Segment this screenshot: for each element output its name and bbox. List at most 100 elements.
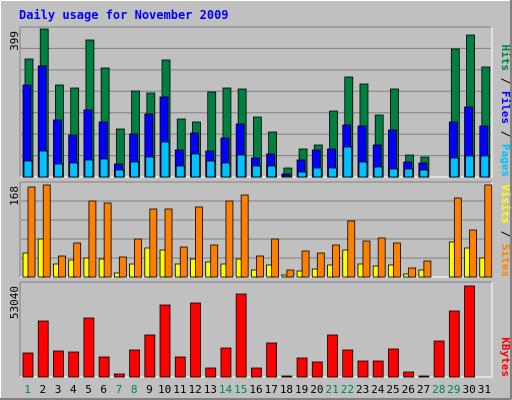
bar-pages <box>69 162 79 178</box>
legend-3: KBytes <box>499 337 512 377</box>
bar-pages <box>114 169 124 178</box>
bar-sites <box>301 250 310 278</box>
x-tick-label: 22 <box>341 383 354 396</box>
x-tick-label: 15 <box>234 383 247 396</box>
bar-sites <box>332 244 340 278</box>
bar-pages <box>38 150 48 178</box>
bar-pages <box>465 155 474 178</box>
x-tick-label: 30 <box>463 383 476 396</box>
bar-sites <box>423 260 432 278</box>
legend-sites: Sites <box>499 244 512 277</box>
legend-files: Files <box>499 91 512 124</box>
bar-sites <box>377 237 386 278</box>
bar-sites <box>195 206 203 278</box>
bar-sites <box>164 208 173 278</box>
x-tick-label: 19 <box>295 383 308 396</box>
bar-pages <box>419 169 429 178</box>
bar-pages <box>328 167 337 178</box>
bar-kbytes <box>250 367 262 378</box>
bar-kbytes <box>144 334 156 378</box>
x-tick-label: 25 <box>386 383 399 396</box>
bar-pages <box>130 161 139 178</box>
bar-sites <box>103 202 112 278</box>
bar-kbytes <box>22 352 34 378</box>
bar-pages <box>175 165 185 178</box>
bar-kbytes <box>311 361 323 378</box>
bar-pages <box>389 168 398 178</box>
bar-kbytes <box>53 350 64 378</box>
bar-sites <box>134 238 142 278</box>
bar-kbytes <box>448 310 460 378</box>
bar-pages <box>404 168 414 178</box>
bar-kbytes <box>372 360 384 378</box>
bar-sites <box>393 242 401 278</box>
x-tick-label: 14 <box>219 383 233 396</box>
bar-pages <box>54 163 63 178</box>
legend-visits: Visits <box>499 184 512 224</box>
bar-pages <box>282 175 292 178</box>
bar-sites <box>118 256 127 278</box>
legend-1: Hits / Files / Pages <box>499 45 512 178</box>
x-tick-label: 28 <box>432 383 445 396</box>
bar-sites <box>149 208 158 278</box>
x-tick-label: 5 <box>85 383 92 396</box>
legend-pages: Pages <box>499 144 512 177</box>
x-tick-label: 6 <box>100 383 107 396</box>
bar-sites <box>255 255 264 278</box>
bar-kbytes <box>37 320 49 378</box>
legend-separator: / <box>499 71 512 91</box>
x-tick-label: 23 <box>356 383 369 396</box>
bar-sites <box>469 229 477 278</box>
chart-title: Daily usage for November 2009 <box>19 8 229 22</box>
bar-kbytes <box>113 373 125 378</box>
legend-hits: Hits <box>499 45 512 72</box>
x-tick-label: 16 <box>249 383 262 396</box>
bar-kbytes <box>68 351 80 378</box>
bar-kbytes <box>83 317 95 378</box>
bar-pages <box>206 160 216 178</box>
bar-sites <box>42 184 51 278</box>
x-tick-label: 18 <box>280 383 293 396</box>
bar-sites <box>88 200 97 278</box>
bar-pages <box>221 162 231 178</box>
bar-pages <box>343 146 353 178</box>
bar-kbytes <box>174 356 186 378</box>
bar-sites <box>225 200 234 278</box>
bar-sites <box>347 220 356 278</box>
bar-kbytes <box>266 342 278 378</box>
y-max-label-2: 168 <box>8 186 21 206</box>
bar-sites <box>316 252 325 278</box>
bar-pages <box>191 153 200 178</box>
bar-sites <box>27 186 36 278</box>
bar-kbytes <box>327 334 338 378</box>
x-tick-label: 26 <box>402 383 415 396</box>
x-tick-label: 9 <box>146 383 153 396</box>
bar-sites <box>179 246 188 278</box>
x-tick-label: 11 <box>173 383 186 396</box>
bar-kbytes <box>342 349 354 378</box>
legend-separator: / <box>499 224 512 244</box>
y-max-label-1: 399 <box>8 31 21 51</box>
x-tick-label: 3 <box>55 383 62 396</box>
bar-pages <box>449 157 459 178</box>
bar-kbytes <box>205 367 217 378</box>
x-tick-label: 10 <box>158 383 171 396</box>
bar-kbytes <box>357 360 369 378</box>
bar-pages <box>99 158 109 178</box>
bar-kbytes <box>129 349 140 378</box>
bar-kbytes <box>418 375 430 378</box>
bar-sites <box>408 267 417 278</box>
y-max-label-3: 53040 <box>8 286 21 319</box>
bar-pages <box>84 159 94 178</box>
x-tick-label: 8 <box>131 383 138 396</box>
bar-kbytes <box>433 340 445 378</box>
bar-kbytes <box>98 356 110 378</box>
bar-pages <box>373 166 383 178</box>
bar-sites <box>210 244 219 278</box>
x-tick-label: 29 <box>447 383 460 396</box>
bar-sites <box>286 269 295 278</box>
bar-pages <box>358 161 368 178</box>
bar-sites <box>271 238 280 278</box>
bar-pages <box>480 155 490 178</box>
